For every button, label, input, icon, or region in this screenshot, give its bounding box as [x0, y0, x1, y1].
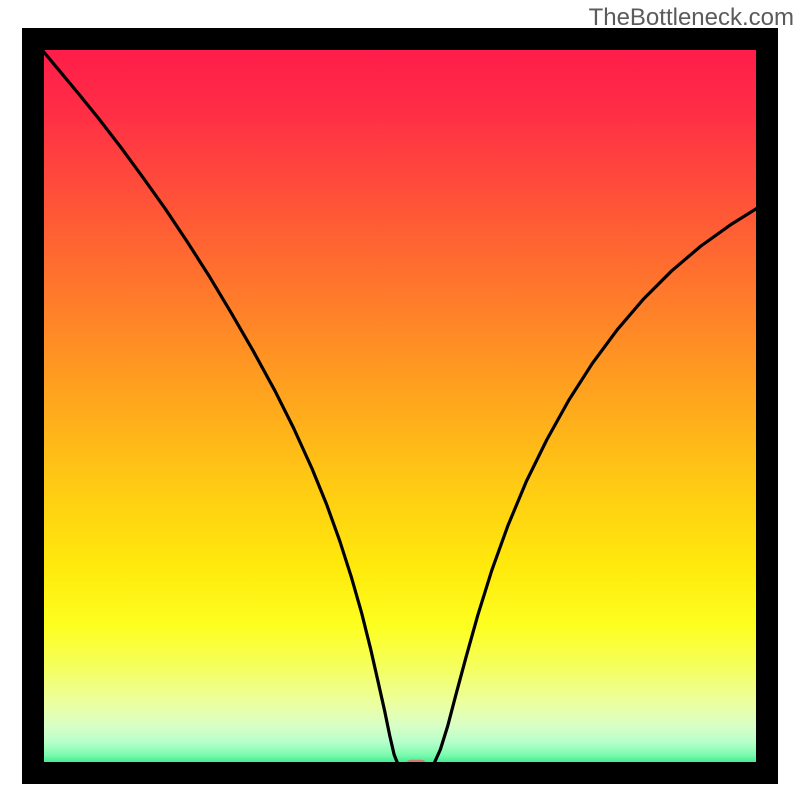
chart-container: TheBottleneck.com	[0, 0, 800, 800]
gradient-background	[33, 39, 767, 773]
plot-svg	[22, 28, 778, 784]
watermark-text: TheBottleneck.com	[589, 4, 794, 32]
plot-frame	[22, 28, 778, 784]
